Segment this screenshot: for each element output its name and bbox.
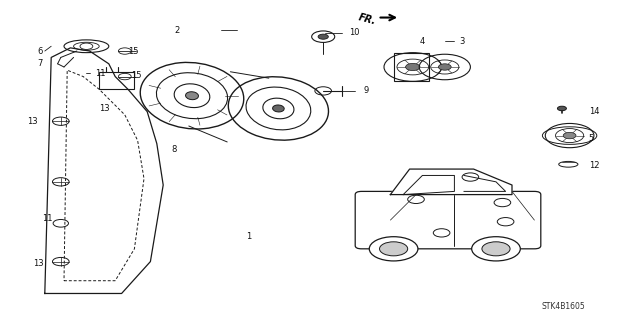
Circle shape xyxy=(557,106,566,111)
Text: 8: 8 xyxy=(172,145,177,154)
Circle shape xyxy=(318,34,328,39)
Circle shape xyxy=(369,237,418,261)
Circle shape xyxy=(438,64,451,70)
Text: 9: 9 xyxy=(364,86,369,95)
Text: 2: 2 xyxy=(175,26,180,35)
Text: 10: 10 xyxy=(349,28,360,37)
Polygon shape xyxy=(390,169,512,195)
Text: 4: 4 xyxy=(419,37,424,46)
Circle shape xyxy=(472,237,520,261)
Bar xyxy=(394,53,429,81)
Text: 14: 14 xyxy=(589,107,599,116)
Bar xyxy=(99,72,134,89)
Text: 15: 15 xyxy=(128,47,138,56)
Text: 13: 13 xyxy=(99,104,110,113)
Text: 11: 11 xyxy=(95,69,105,78)
Ellipse shape xyxy=(186,92,198,100)
Text: 6: 6 xyxy=(37,47,42,56)
Text: 15: 15 xyxy=(131,71,141,80)
Circle shape xyxy=(482,242,510,256)
Text: 1: 1 xyxy=(246,232,252,241)
Text: 13: 13 xyxy=(27,117,38,126)
Text: 13: 13 xyxy=(33,259,44,268)
Circle shape xyxy=(406,63,420,70)
Text: 12: 12 xyxy=(589,161,599,170)
Text: STK4B1605: STK4B1605 xyxy=(541,302,585,311)
Text: 3: 3 xyxy=(460,37,465,46)
Ellipse shape xyxy=(273,105,284,112)
FancyBboxPatch shape xyxy=(355,191,541,249)
Circle shape xyxy=(380,242,408,256)
Circle shape xyxy=(563,132,576,139)
Text: 7: 7 xyxy=(37,59,42,68)
Text: 5: 5 xyxy=(589,134,594,143)
Text: FR.: FR. xyxy=(358,12,378,26)
Text: 11: 11 xyxy=(42,214,52,223)
